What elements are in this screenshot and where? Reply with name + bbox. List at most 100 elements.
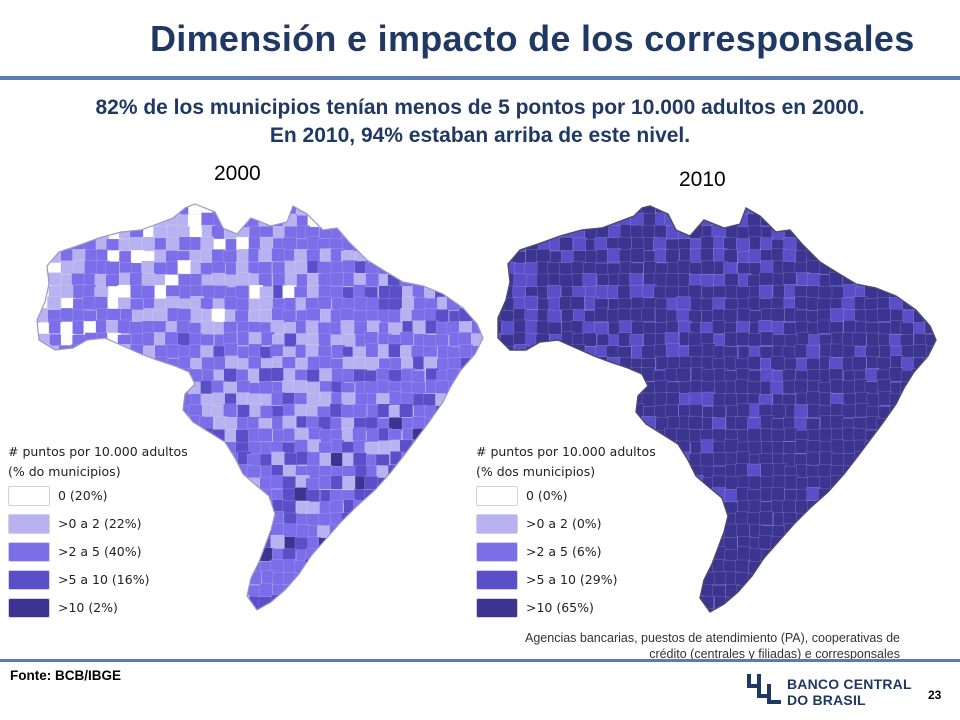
municipality-cell — [571, 393, 586, 408]
municipality-cell — [725, 190, 738, 203]
municipality-cell — [783, 322, 798, 337]
municipality-cell — [866, 475, 880, 490]
municipality-cell — [654, 380, 669, 395]
municipality-cell — [536, 206, 550, 216]
municipality-cell — [901, 261, 916, 276]
municipality-cell — [854, 559, 869, 574]
municipality-cell — [713, 452, 727, 466]
municipality-cell — [852, 212, 867, 227]
municipality-cell — [559, 427, 573, 442]
municipality-cell — [201, 285, 216, 299]
municipality-cell — [735, 416, 750, 430]
municipality-cell — [412, 262, 426, 277]
municipality-cell — [223, 499, 238, 514]
municipality-cell — [899, 561, 914, 576]
municipality-cell — [422, 499, 437, 514]
municipality-cell — [759, 284, 773, 299]
municipality-cell — [690, 489, 705, 504]
municipality-cell — [448, 440, 463, 455]
municipality-cell — [461, 286, 475, 301]
municipality-cell — [258, 428, 273, 442]
municipality-cell — [937, 610, 950, 621]
municipality-cell — [725, 597, 739, 611]
municipality-cell — [235, 536, 250, 551]
municipality-cell — [342, 368, 356, 383]
municipality-cell — [37, 417, 38, 432]
municipality-cell — [153, 392, 168, 407]
municipality-cell — [772, 609, 786, 612]
municipality-cell — [167, 190, 180, 203]
municipality-cell — [141, 285, 155, 300]
municipality-cell — [842, 572, 856, 587]
municipality-cell — [947, 321, 960, 334]
municipality-cell — [689, 404, 703, 418]
municipality-cell — [725, 475, 740, 490]
municipality-cell — [130, 204, 145, 217]
municipality-cell — [853, 573, 868, 587]
subtitle-line-1: 82% de los municipios tenían menos de 5 … — [95, 96, 865, 119]
municipality-cell — [246, 204, 261, 217]
municipality-cell — [547, 212, 562, 227]
municipality-cell — [328, 572, 343, 587]
municipality-cell — [607, 417, 622, 432]
municipality-cell — [435, 440, 450, 454]
municipality-cell — [366, 428, 380, 443]
municipality-cell — [95, 214, 110, 228]
municipality-cell — [236, 477, 250, 492]
municipality-cell — [924, 513, 936, 527]
municipality-cell — [37, 394, 52, 408]
municipality-cell — [712, 320, 726, 334]
municipality-cell — [938, 345, 951, 358]
municipality-cell — [107, 415, 121, 430]
municipality-cell — [831, 237, 846, 252]
municipality-cell — [913, 285, 927, 300]
municipality-cell — [437, 583, 451, 597]
municipality-cell — [48, 393, 62, 407]
municipality-cell — [436, 547, 451, 562]
municipality-cell — [524, 356, 539, 371]
municipality-cell — [701, 260, 715, 275]
municipality-cell — [524, 295, 539, 310]
municipality-cell — [366, 214, 380, 229]
municipality-cell — [48, 204, 63, 205]
municipality-cell — [902, 572, 916, 587]
municipality-cell — [154, 249, 168, 264]
municipality-cell — [842, 225, 857, 239]
municipality-cell — [617, 368, 632, 383]
municipality-cell — [413, 595, 428, 610]
municipality-cell — [272, 609, 287, 610]
municipality-cell — [425, 224, 439, 238]
municipality-cell — [888, 248, 903, 263]
municipality-cell — [538, 427, 552, 442]
municipality-cell — [177, 308, 192, 323]
municipality-cell — [817, 597, 831, 611]
municipality-cell — [924, 608, 936, 612]
municipality-cell — [830, 190, 843, 202]
municipality-cell — [341, 607, 355, 610]
municipality-cell — [925, 441, 936, 455]
municipality-cell — [758, 535, 773, 550]
municipality-cell — [460, 440, 475, 455]
municipality-cell — [236, 298, 251, 313]
municipality-cell — [830, 535, 845, 550]
municipality-cell — [582, 332, 597, 347]
municipality-cell — [770, 213, 785, 228]
municipality-cell — [912, 190, 925, 203]
municipality-cell — [770, 248, 785, 262]
municipality-cell — [211, 380, 226, 394]
municipality-cell — [412, 559, 426, 574]
municipality-cell — [806, 487, 821, 501]
municipality-cell — [225, 204, 240, 216]
municipality-cell — [585, 404, 599, 419]
municipality-cell — [795, 213, 810, 228]
municipality-cell — [841, 403, 856, 418]
municipality-cell — [343, 212, 357, 227]
municipality-cell — [760, 331, 774, 346]
municipality-cell — [877, 250, 892, 265]
municipality-cell — [490, 191, 503, 204]
municipality-cell — [95, 380, 110, 395]
municipality-cell — [37, 369, 40, 384]
municipality-cell — [842, 380, 856, 395]
municipality-cell — [691, 191, 704, 204]
municipality-cell — [472, 427, 483, 442]
